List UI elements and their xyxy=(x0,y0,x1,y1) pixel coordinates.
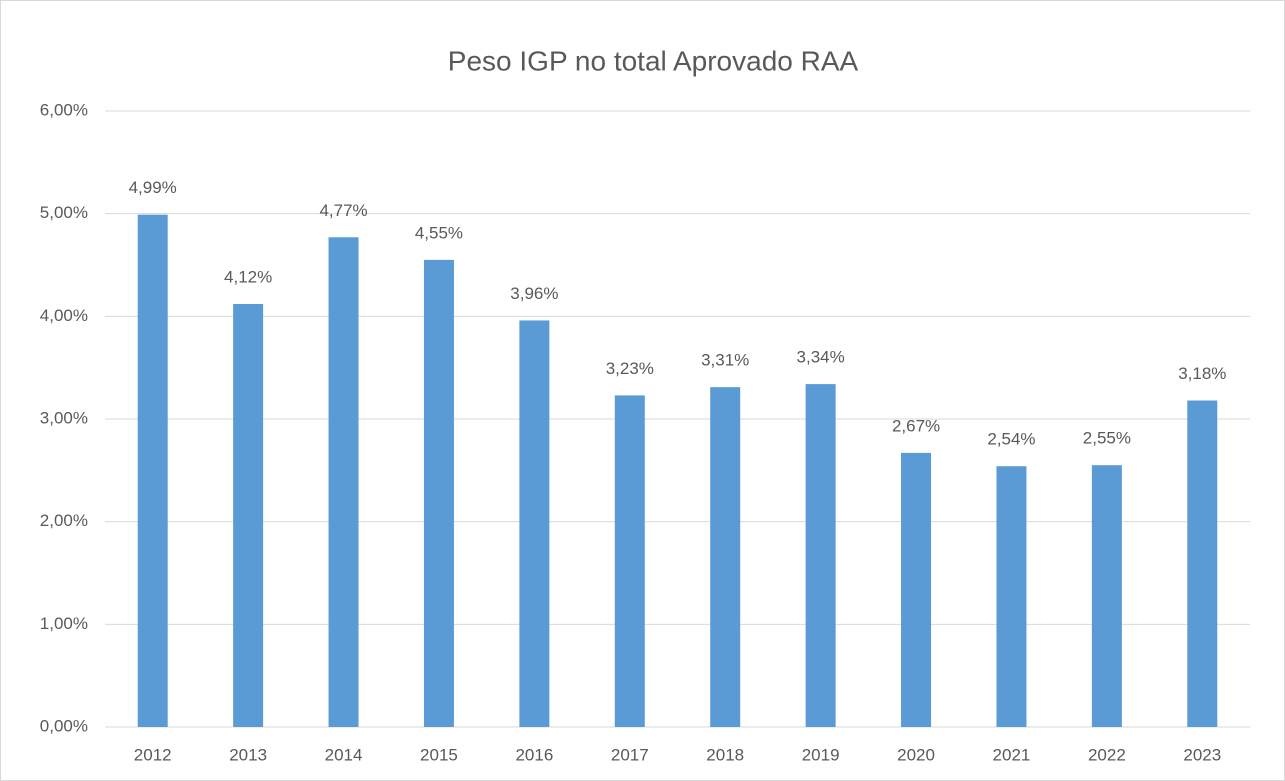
x-tick-label: 2019 xyxy=(802,745,840,764)
bar xyxy=(137,214,168,727)
y-tick-label: 2,00% xyxy=(40,511,88,530)
bar xyxy=(1091,465,1122,727)
value-label: 2,54% xyxy=(987,430,1035,449)
x-tick-label: 2014 xyxy=(325,745,363,764)
bar xyxy=(519,320,550,727)
chart-title: Peso IGP no total Aprovado RAA xyxy=(448,45,859,76)
y-tick-label: 5,00% xyxy=(40,203,88,222)
value-label: 3,96% xyxy=(510,284,558,303)
bar xyxy=(1187,400,1218,727)
bar xyxy=(328,237,359,727)
y-tick-label: 0,00% xyxy=(40,716,88,735)
bar xyxy=(233,304,264,727)
y-tick-label: 1,00% xyxy=(40,614,88,633)
bar xyxy=(805,384,836,727)
x-tick-label: 2012 xyxy=(134,745,172,764)
x-tick-label: 2020 xyxy=(897,745,935,764)
x-tick-label: 2015 xyxy=(420,745,458,764)
x-tick-label: 2017 xyxy=(611,745,649,764)
value-label: 2,55% xyxy=(1083,429,1131,448)
value-label: 4,77% xyxy=(319,201,367,220)
y-tick-label: 4,00% xyxy=(40,306,88,325)
x-tick-label: 2016 xyxy=(515,745,553,764)
bar xyxy=(423,259,454,727)
x-tick-label: 2013 xyxy=(229,745,267,764)
y-tick-label: 3,00% xyxy=(40,408,88,427)
x-tick-label: 2022 xyxy=(1088,745,1126,764)
x-tick-label: 2023 xyxy=(1183,745,1221,764)
value-label: 4,55% xyxy=(415,223,463,242)
bar xyxy=(710,387,741,727)
value-label: 3,18% xyxy=(1178,364,1226,383)
bar xyxy=(614,395,645,727)
value-label: 2,67% xyxy=(892,416,940,435)
value-label: 3,31% xyxy=(701,351,749,370)
y-tick-label: 6,00% xyxy=(40,100,88,119)
x-tick-label: 2021 xyxy=(993,745,1031,764)
bar xyxy=(996,466,1027,727)
value-label: 4,99% xyxy=(129,178,177,197)
bar xyxy=(901,452,932,727)
x-tick-label: 2018 xyxy=(706,745,744,764)
value-label: 3,34% xyxy=(797,348,845,367)
value-label: 4,12% xyxy=(224,267,272,286)
value-label: 3,23% xyxy=(606,359,654,378)
